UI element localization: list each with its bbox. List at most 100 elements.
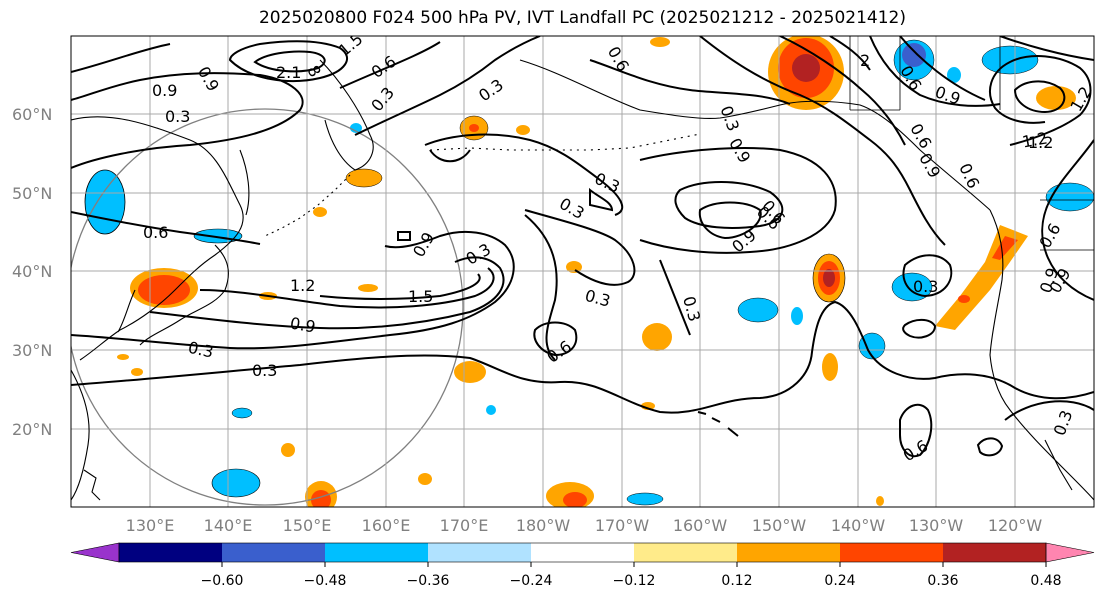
contour-label: 0.3 [165,107,190,126]
contour-line [524,209,636,286]
contour-line [533,321,578,357]
shade-blob [311,490,331,507]
canada-interior [849,36,1094,251]
lat-label: 60°N [12,105,52,124]
map-frame [70,35,1095,508]
shade-blob [193,228,243,244]
kuril-chain [264,174,351,237]
na-west-coast [989,209,1094,501]
contour-line [199,267,495,309]
shade-blob [792,54,820,82]
shade-blob [345,168,383,188]
colorbar-bin [222,543,326,562]
shade-blob [858,332,886,360]
philippines-coast [83,469,101,501]
contour-line [902,254,953,298]
shade-blob [650,37,670,47]
lon-label: 140°W [831,516,886,535]
colorbar-tick-label: 0.48 [1030,573,1061,589]
contour-label: 2.1 [276,63,301,82]
lon-label: 130°E [126,516,175,535]
contour-label: 1.2 [1028,133,1053,152]
lon-label: 160°E [362,516,411,535]
lon-label: 140°E [204,516,253,535]
contour-line [71,211,261,245]
colorbar-extend-low [70,542,120,563]
colorbar-tick-label: −0.24 [510,573,553,589]
contour-line [989,55,1092,146]
shade-blob [1036,86,1076,110]
shade-blob [117,354,129,360]
contour-line [149,256,505,330]
colorbar-bin [119,543,223,562]
lon-label: 150°W [752,516,807,535]
shade-blob [231,407,253,419]
colorbar-extend-high [1045,542,1095,563]
lon-label: 170°W [595,516,650,535]
colorbar-tick-label: 0.24 [824,573,855,589]
shade-blob [902,43,926,67]
contour-label: 0.3 [913,277,938,296]
contour-line [779,36,906,146]
shade-blob [563,492,587,507]
contour-line [228,40,348,82]
radius-circle [71,108,464,506]
colorbar-tick-label: −0.36 [407,573,450,589]
contour-line [339,41,441,89]
shade-blob [737,297,779,323]
colorbar-outline [118,542,1047,563]
aleutian-chain [429,133,701,151]
lat-labels: 60°N 50°N 40°N 30°N 20°N [12,105,52,439]
colorbar-bin [325,543,429,562]
contour-line [674,181,784,229]
chart-title: 2025020800 F024 500 hPa PV, IVT Landfall… [258,8,906,28]
colorbar-tick-label: 0.12 [721,573,752,589]
colorbar-tick-label: −0.48 [304,573,347,589]
contour-line [424,133,624,216]
shade-blob [418,473,432,485]
contour-line [319,273,481,300]
contour-line [1041,139,1094,301]
contour-line [699,36,946,246]
lon-labels: 130°E 140°E 150°E 160°E 170°E 180°W 170°… [126,516,1043,535]
contour-line [976,437,1004,457]
hawaii-islands [697,411,739,437]
contour-label: 1.5 [408,287,433,306]
shade-blob [1045,182,1094,212]
lon-label: 120°W [988,516,1043,535]
contour-line [639,147,837,254]
lon-label: 150°E [283,516,332,535]
shade-blob [516,125,530,135]
shade-blob [791,307,803,325]
china-coast [71,369,90,501]
lat-label: 50°N [12,184,52,203]
contour-line [899,36,986,101]
contour-label: 0.3 [252,361,277,380]
contour-label: 1.2 [1021,128,1049,151]
contour-line [899,403,933,458]
contour-line [524,214,558,361]
lon-label: 160°W [673,516,728,535]
asia-coast [71,116,244,361]
contour-label: 2 [860,51,870,70]
shade-blob [138,275,190,305]
contour-line [829,36,871,71]
shade-blob [281,443,295,457]
shade-blob [486,405,496,415]
contour-line [1013,80,1066,114]
pv-contours [71,36,1094,458]
contour-line [999,36,1094,61]
lat-label: 20°N [12,420,52,439]
shade-blob [947,67,961,83]
shade-blob [131,368,143,376]
colorbar: −0.60 −0.48 −0.36 −0.24 −0.12 0.12 0.24 0.36 0.4… [70,542,1095,589]
lon-label: 130°W [909,516,964,535]
japan-coast [139,244,229,346]
contour-label: 0.9 [152,81,177,100]
contour-line [659,259,691,336]
shade-blob [358,284,378,292]
colorbar-bin [634,543,738,562]
shade-blob [822,353,838,381]
sakhalin-coast [239,149,250,216]
